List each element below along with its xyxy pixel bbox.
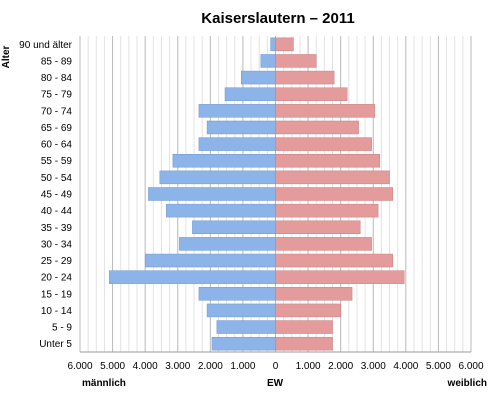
bar-male	[144, 253, 276, 268]
bar-male	[260, 54, 276, 68]
category-label: 55 - 59	[41, 156, 73, 167]
female-bars	[275, 37, 405, 351]
y-axis-label: Alter	[1, 46, 12, 69]
bar-male	[166, 203, 276, 218]
bar-male	[172, 154, 276, 168]
category-label: 65 - 69	[41, 123, 73, 134]
bar-female	[275, 320, 333, 334]
x-tick-label: 5.000	[100, 361, 125, 372]
bar-female	[275, 287, 353, 301]
category-label: 85 - 89	[41, 56, 73, 67]
category-label: 90 und älter	[19, 40, 72, 51]
x-tick-label: 2.000	[198, 361, 223, 372]
bar-male	[206, 120, 276, 135]
category-label: 40 - 44	[41, 206, 73, 217]
category-label: 35 - 39	[41, 223, 73, 234]
male-bars	[109, 37, 276, 351]
bar-female	[275, 303, 341, 318]
x-tick-label: 1.000	[230, 361, 255, 372]
bar-male	[192, 220, 276, 234]
bar-male	[224, 87, 276, 101]
x-left-label: männlich	[82, 378, 126, 389]
bar-female	[275, 203, 379, 218]
bar-male	[216, 320, 276, 334]
bar-female	[275, 187, 394, 201]
x-tick-labels: 6.000 5.000 4.000 3.000 2.000 1.000 0 1.000 2.00…	[67, 361, 483, 372]
bar-female	[275, 137, 372, 151]
bar-male	[198, 104, 276, 118]
bar-male	[270, 37, 276, 52]
bar-female	[275, 37, 294, 52]
x-tick-label: 6.000	[458, 361, 483, 372]
bar-female	[275, 220, 361, 234]
category-label: 60 - 64	[41, 140, 73, 151]
bar-male	[159, 170, 276, 185]
bar-female	[275, 170, 390, 185]
bar-male	[198, 137, 276, 151]
bar-female	[275, 253, 394, 268]
category-label: 45 - 49	[41, 190, 73, 201]
bar-female	[275, 87, 348, 101]
x-tick-label: 4.000	[133, 361, 158, 372]
x-tick-label: 6.000	[67, 361, 92, 372]
bar-male	[109, 270, 276, 284]
bar-male	[211, 336, 276, 351]
category-label: 50 - 54	[41, 173, 73, 184]
bar-female	[275, 270, 405, 284]
category-label: 10 - 14	[41, 306, 73, 317]
bar-female	[275, 120, 359, 135]
chart-title: Kaiserslautern – 2011	[201, 10, 354, 27]
category-labels: 90 und älter 85 - 89 80 - 84 75 - 79 70 - 74…	[19, 40, 72, 350]
x-tick-label: 4.000	[393, 361, 418, 372]
category-label: 15 - 19	[41, 289, 73, 300]
category-label: 30 - 34	[41, 239, 73, 250]
x-right-label: weiblich	[447, 378, 487, 389]
x-tick-label: 3.000	[165, 361, 190, 372]
bar-female	[275, 104, 376, 118]
bar-male	[179, 237, 276, 251]
x-tick-label: 5.000	[426, 361, 451, 372]
category-label: 70 - 74	[41, 106, 73, 117]
x-center-label: EW	[267, 378, 284, 389]
category-label: 75 - 79	[41, 90, 73, 101]
x-tick-label: 3.000	[361, 361, 386, 372]
x-tick-label: 0	[273, 361, 279, 372]
bar-male	[198, 287, 276, 301]
bar-female	[275, 237, 372, 251]
bar-male	[206, 303, 276, 318]
category-label: 20 - 24	[41, 273, 73, 284]
category-label: 80 - 84	[41, 73, 73, 84]
x-tick-label: 2.000	[328, 361, 353, 372]
bar-female	[275, 154, 381, 168]
bar-female	[275, 336, 333, 351]
category-label: Unter 5	[39, 339, 72, 350]
x-tick-label: 1.000	[296, 361, 321, 372]
bar-female	[275, 70, 335, 85]
bar-female	[275, 54, 317, 68]
category-label: 25 - 29	[41, 256, 73, 267]
category-label: 5 - 9	[52, 323, 72, 334]
bar-male	[241, 70, 276, 85]
bar-male	[148, 187, 276, 201]
